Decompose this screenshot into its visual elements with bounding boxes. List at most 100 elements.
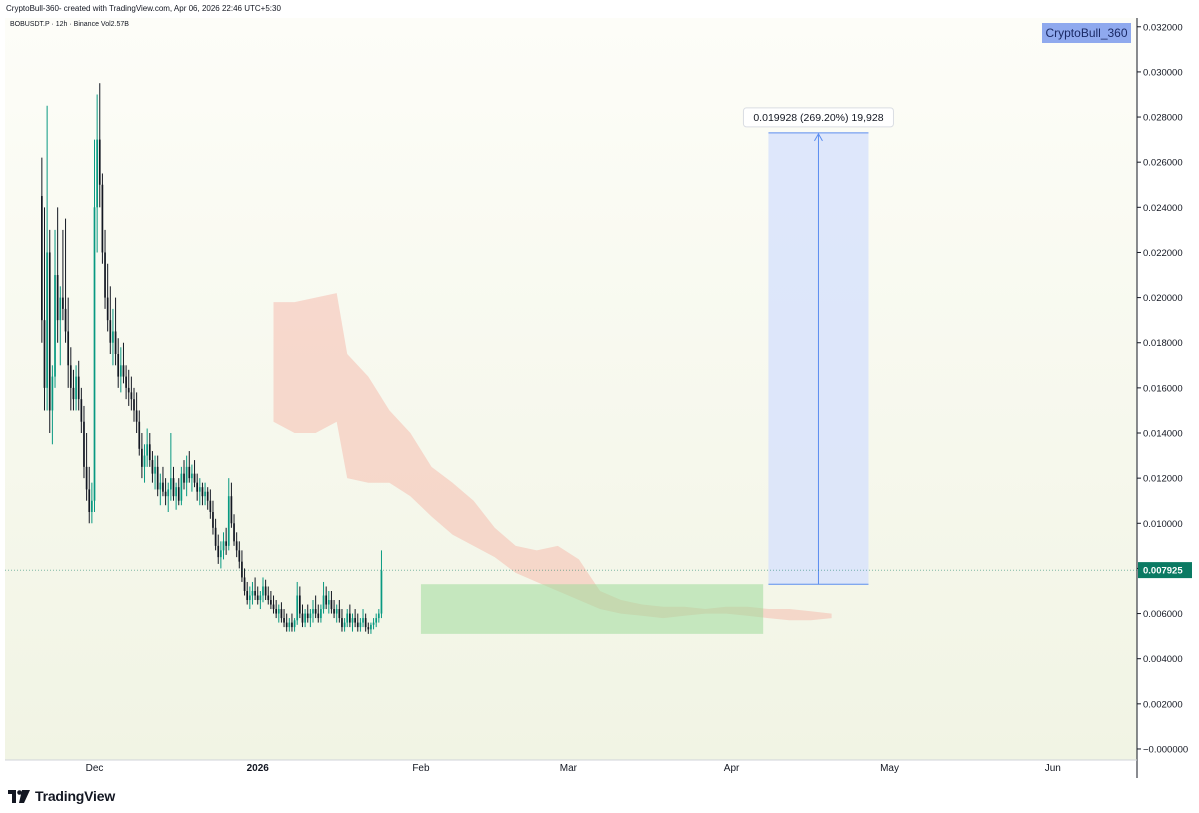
- candle: [238, 541, 241, 569]
- candle-body: [85, 466, 88, 490]
- candle-body: [201, 487, 204, 497]
- candle: [291, 613, 293, 632]
- candle-body: [235, 541, 238, 551]
- candle-body: [298, 595, 301, 614]
- candle-body: [327, 600, 330, 605]
- candle-body: [183, 473, 185, 483]
- candle: [246, 581, 249, 605]
- candle-body: [296, 595, 299, 621]
- candle-body: [98, 139, 101, 185]
- candle: [298, 586, 301, 619]
- price-axis: 0.032000 0.030000 0.028000 0.026000 0.024000…: [1137, 22, 1192, 755]
- price-tick-label: 0.016000: [1143, 383, 1183, 394]
- candle-body: [320, 609, 322, 619]
- candle-body: [167, 489, 170, 497]
- candle-body: [196, 482, 199, 492]
- tradingview-logo-icon: [8, 789, 30, 803]
- candle-body: [356, 622, 359, 628]
- candle: [322, 581, 325, 614]
- candle-body: [119, 365, 122, 377]
- candle: [185, 455, 188, 497]
- candle: [64, 218, 67, 343]
- candle: [338, 600, 341, 623]
- candle: [343, 618, 346, 632]
- candle-body: [109, 320, 112, 343]
- ichimoku-cloud: [273, 293, 832, 621]
- candle-body: [169, 478, 172, 490]
- candle: [80, 387, 83, 434]
- candle: [222, 532, 225, 560]
- candle-body: [301, 613, 304, 623]
- candle: [230, 482, 233, 528]
- measure-layer: 0.019928 (269.20%) 19,928: [742, 107, 894, 585]
- candle: [346, 609, 349, 628]
- candle: [206, 487, 209, 510]
- candle-body: [204, 491, 206, 497]
- candle-body: [91, 500, 93, 512]
- candle: [380, 550, 383, 619]
- candle-body: [238, 550, 241, 562]
- price-tick-label: 0.018000: [1143, 338, 1183, 349]
- candle-body: [41, 196, 43, 321]
- range-box-layer: [420, 584, 764, 634]
- chart[interactable]: 0.019928 (269.20%) 19,928 0.032000 0.0300…: [5, 18, 1193, 778]
- candle-body: [93, 207, 96, 501]
- candle: [193, 460, 196, 488]
- chart-caption: CryptoBull-360- created with TradingView…: [6, 4, 281, 13]
- candle: [154, 455, 156, 490]
- candle: [233, 514, 235, 546]
- candle: [151, 451, 154, 483]
- candle: [172, 466, 175, 501]
- candle: [104, 229, 106, 309]
- candle-body: [246, 590, 249, 601]
- candle-body: [312, 609, 314, 614]
- candle-body: [117, 354, 120, 377]
- candle-body: [351, 618, 354, 623]
- candle-body: [112, 331, 114, 343]
- candle-body: [222, 541, 225, 551]
- candle-body: [259, 595, 262, 601]
- candle: [209, 489, 212, 519]
- candle: [312, 600, 314, 623]
- candle: [135, 392, 138, 434]
- candle: [259, 590, 262, 610]
- candle-body: [380, 570, 383, 614]
- plot-background: [5, 18, 1137, 760]
- price-tick-label: 0.022000: [1143, 248, 1183, 259]
- candle: [301, 604, 304, 628]
- candle-body: [101, 184, 104, 253]
- candle: [367, 622, 370, 634]
- price-tick-label: 0.012000: [1143, 474, 1183, 485]
- price-tick-label: 0.030000: [1143, 67, 1183, 78]
- cloud-layer: [273, 293, 832, 621]
- price-tick-label: −0.000000: [1143, 744, 1188, 755]
- candle-layer: [5, 83, 1137, 634]
- candle: [251, 581, 254, 605]
- candle: [69, 347, 72, 411]
- candle-body: [233, 523, 235, 542]
- time-axis: Dec 2026 Feb Mar Apr May Jun: [86, 763, 1061, 774]
- candle-body: [193, 473, 196, 483]
- candle-body: [248, 595, 251, 601]
- candle-body: [185, 466, 188, 483]
- candle: [175, 482, 177, 510]
- candle: [270, 590, 272, 610]
- candle-body: [88, 489, 91, 512]
- candle-body: [346, 613, 349, 623]
- price-tick-label: 0.002000: [1143, 699, 1183, 710]
- candle-body: [59, 297, 62, 321]
- candle-body: [325, 595, 328, 605]
- candle: [98, 83, 101, 208]
- candle-body: [75, 376, 77, 400]
- candle-body: [341, 618, 343, 628]
- candle-body: [364, 618, 367, 628]
- time-tick-label: Feb: [412, 763, 430, 774]
- candle: [201, 482, 204, 506]
- candle: [280, 602, 283, 623]
- candle-body: [230, 496, 233, 524]
- candle-body: [270, 600, 272, 605]
- candle: [341, 609, 343, 632]
- candle-body: [338, 609, 341, 619]
- candle-body: [175, 487, 177, 497]
- candle-body: [146, 444, 149, 456]
